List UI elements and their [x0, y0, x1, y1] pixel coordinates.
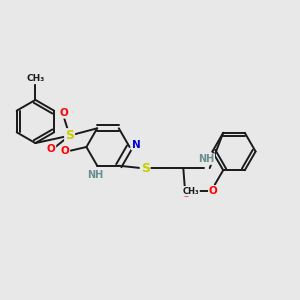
- Text: O: O: [60, 146, 69, 156]
- Text: N: N: [132, 140, 141, 150]
- Text: O: O: [209, 186, 218, 196]
- Text: O: O: [46, 144, 56, 154]
- Text: CH₃: CH₃: [182, 187, 199, 196]
- Text: S: S: [65, 129, 74, 142]
- Text: S: S: [141, 162, 150, 175]
- Text: CH₃: CH₃: [26, 74, 44, 83]
- Text: O: O: [181, 189, 190, 199]
- Text: O: O: [60, 108, 69, 118]
- Text: NH: NH: [88, 170, 104, 180]
- Text: NH: NH: [198, 154, 214, 164]
